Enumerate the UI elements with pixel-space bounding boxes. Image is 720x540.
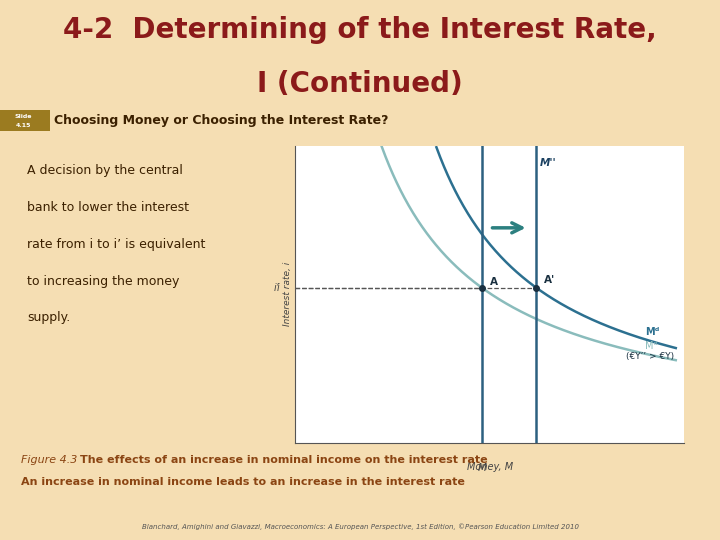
Text: I (Continued): I (Continued) (257, 70, 463, 98)
Text: i’: i’ (274, 283, 279, 293)
Text: Blanchard, Amighini and Giavazzi, Macroeconomics: A European Perspective, 1st Ed: Blanchard, Amighini and Giavazzi, Macroe… (142, 523, 578, 530)
Text: Mᵈ: Mᵈ (645, 327, 660, 336)
Text: Figure 4.3: Figure 4.3 (22, 456, 81, 465)
Text: 4-2  Determining of the Interest Rate,: 4-2 Determining of the Interest Rate, (63, 16, 657, 44)
Text: A decision by the central: A decision by the central (27, 164, 183, 177)
Text: Choosing Money or Choosing the Interest Rate?: Choosing Money or Choosing the Interest … (54, 113, 389, 127)
X-axis label: Money, M: Money, M (467, 462, 513, 472)
FancyBboxPatch shape (0, 110, 50, 131)
Text: A': A' (544, 275, 555, 286)
Text: An increase in nominal income leads to an increase in the interest rate: An increase in nominal income leads to a… (22, 477, 465, 487)
Text: A: A (490, 277, 498, 287)
Text: i: i (277, 283, 279, 293)
Text: M: M (477, 463, 486, 472)
Text: to increasing the money: to increasing the money (27, 274, 179, 287)
Text: bank to lower the interest: bank to lower the interest (27, 201, 189, 214)
Text: The effects of an increase in nominal income on the interest rate: The effects of an increase in nominal in… (80, 456, 487, 465)
Text: Mᵈ: Mᵈ (645, 341, 657, 351)
Text: supply.: supply. (27, 312, 71, 325)
Text: rate from i to i’ is equivalent: rate from i to i’ is equivalent (27, 238, 205, 251)
Text: Slide: Slide (14, 114, 32, 119)
Text: M'': M'' (540, 158, 557, 168)
Y-axis label: Interest rate, i: Interest rate, i (284, 262, 292, 326)
Text: (€Y’’ > €Y): (€Y’’ > €Y) (626, 352, 674, 361)
Text: 4.15: 4.15 (15, 123, 31, 128)
